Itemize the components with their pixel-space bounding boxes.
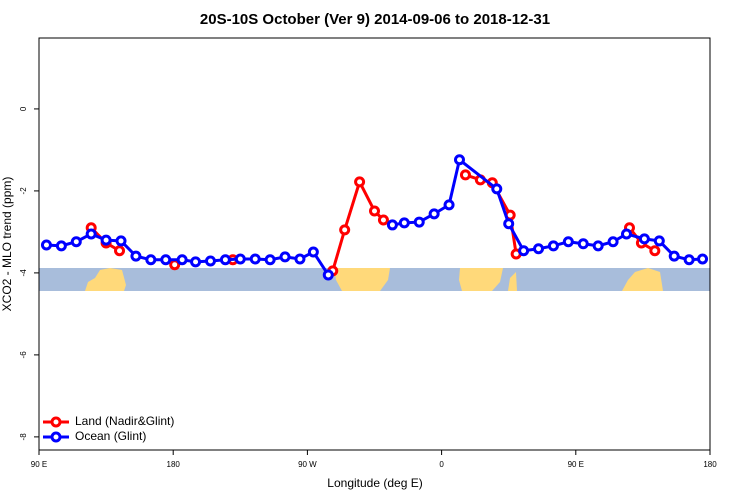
point [204,255,216,267]
series-line [90,173,656,272]
point [620,228,632,240]
point [491,183,503,195]
legend-marker [50,416,62,428]
point [219,254,231,266]
point [377,214,389,226]
x-axis-label: Longitude (deg E) [327,476,422,490]
point [668,250,680,262]
x-tick-label: 90 E [568,460,584,469]
point [70,236,82,248]
point [459,169,471,181]
point [503,218,515,230]
point [653,235,665,247]
x-tick-label: 180 [167,460,181,469]
point [562,236,574,248]
point [638,233,650,245]
legend-marker [50,431,62,443]
point [234,253,246,265]
y-tick-label: -8 [19,433,28,441]
point [100,234,112,246]
point [428,208,440,220]
point [547,240,559,252]
point [160,254,172,266]
y-axis-label: XCO2 - MLO trend (ppm) [0,177,14,312]
land-shape [508,272,517,291]
legend-label: Land (Nadir&Glint) [75,414,174,428]
land-shape [85,268,126,291]
point [114,245,126,257]
land-shape [622,268,663,291]
point [592,240,604,252]
chart-title: 20S-10S October (Ver 9) 2014-09-06 to 20… [200,11,550,28]
x-tick-label: 90 E [31,460,47,469]
point [354,176,366,188]
x-tick-label: 180 [703,460,717,469]
point [577,238,589,250]
point [369,205,380,217]
point [398,217,410,229]
plot-frame [38,37,711,451]
point [85,228,97,240]
point [518,245,530,257]
point [115,235,127,247]
point [413,216,425,228]
point [386,219,398,231]
point [294,253,306,265]
point [697,253,709,265]
point [607,236,619,248]
point [130,250,142,262]
point [40,239,52,251]
point [55,240,67,252]
point [443,199,455,211]
point [279,251,291,263]
y-tick-label: -6 [19,351,28,359]
point [683,254,695,266]
x-tick-label: 90 W [298,460,317,469]
y-tick-label: -2 [19,187,28,195]
point [264,254,276,266]
point [649,245,661,257]
y-tick-label: 0 [19,106,28,111]
series-line [46,157,703,276]
y-tick-label: -4 [19,269,28,277]
point [190,256,202,268]
land-shape [334,268,390,291]
land-shape [459,268,503,291]
point [339,224,351,236]
x-tick-label: 0 [439,460,444,469]
point [453,154,465,166]
point [249,253,261,265]
point [533,243,545,255]
map-strip [39,268,710,291]
point [307,246,319,258]
point [145,254,157,266]
point [322,269,334,281]
point [176,254,188,266]
legend-label: Ocean (Glint) [75,429,146,443]
